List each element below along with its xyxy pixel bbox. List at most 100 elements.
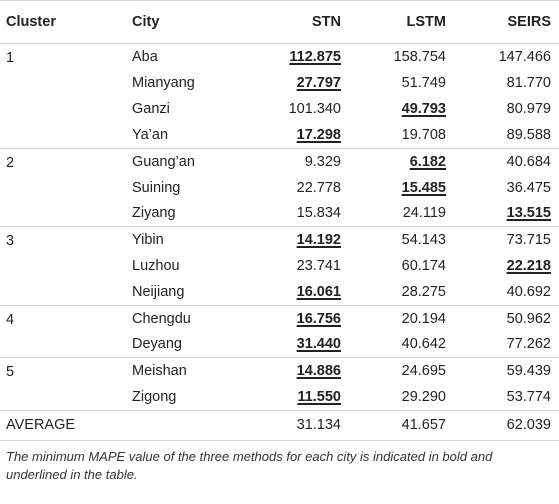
average-label: AVERAGE — [6, 417, 76, 434]
cluster-cell: 1 — [0, 43, 122, 149]
cluster-cell: 3 — [0, 226, 122, 306]
city-cell: Aba — [122, 42, 226, 70]
stn-value: 101.340 — [288, 100, 341, 117]
stn-cell: 9.329 — [226, 147, 349, 175]
table-row: 4 Chengdu 16.756 20.194 50.962 — [0, 304, 559, 358]
table-header: Cluster City STN LSTM SEIRS — [0, 0, 559, 44]
stn-value: 14.886 — [296, 363, 341, 380]
seirs-cell: 50.962 — [454, 304, 559, 332]
lstm-value: 29.290 — [401, 388, 446, 405]
stn-value: 16.061 — [296, 284, 341, 301]
stn-value: 14.192 — [296, 232, 341, 249]
seirs-cell: 73.715 — [454, 226, 559, 253]
table-row: Neijiang 16.061 28.275 40.692 — [0, 279, 559, 305]
lstm-value: 24.119 — [402, 205, 446, 222]
seirs-value: 80.979 — [506, 100, 551, 117]
seirs-value: 50.962 — [506, 310, 551, 327]
seirs-value: 40.692 — [506, 284, 551, 301]
stn-cell: 15.834 — [226, 201, 349, 227]
average-row: AVERAGE 31.134 41.657 62.039 — [0, 410, 559, 441]
table-row: Ziyang 15.834 24.119 13.515 — [0, 201, 559, 227]
header-city: City — [132, 14, 160, 30]
lstm-cell: 60.174 — [349, 253, 454, 279]
stn-cell: 112.875 — [226, 42, 349, 70]
seirs-cell: 40.692 — [454, 279, 559, 305]
table-row: Ganzi 101.340 49.793 80.979 — [0, 96, 559, 122]
stn-value: 22.778 — [296, 179, 341, 196]
table-row: Zigong 11.550 29.290 53.774 — [0, 384, 559, 410]
header-row: Cluster City STN LSTM SEIRS — [0, 0, 559, 44]
table-row: Deyang 31.440 40.642 77.262 — [0, 332, 559, 358]
city-cell: Meishan — [122, 357, 226, 384]
lstm-value: 24.695 — [401, 363, 446, 380]
table-row: Luzhou 23.741 60.174 22.218 — [0, 253, 559, 279]
lstm-cell: 20.194 — [349, 304, 454, 332]
table-row: 3 Yibin 14.192 54.143 73.715 — [0, 226, 559, 306]
average-lstm: 41.657 — [401, 417, 446, 434]
mape-table: Cluster City STN LSTM SEIRS 1 Aba 112.875 1… — [0, 0, 559, 441]
seirs-value: 13.515 — [506, 205, 551, 222]
stn-value: 31.440 — [296, 336, 341, 353]
seirs-cell: 81.770 — [454, 70, 559, 96]
stn-cell: 14.886 — [226, 357, 349, 384]
header-lstm: LSTM — [406, 14, 446, 30]
city-cell: Guang’an — [122, 147, 226, 175]
table-row: 1 Aba 112.875 158.754 147.466 — [0, 42, 559, 149]
city-cell: Luzhou — [132, 258, 180, 275]
city-cell: Ya’an — [132, 126, 169, 143]
table-row: 2 Guang’an 9.329 6.182 40.684 — [0, 147, 559, 227]
stn-value: 11.550 — [297, 388, 341, 405]
seirs-cell: 22.218 — [454, 253, 559, 279]
lstm-value: 6.182 — [409, 153, 446, 170]
lstm-cell: 158.754 — [349, 42, 454, 70]
cluster-cell: 4 — [0, 304, 122, 358]
lstm-value: 60.174 — [401, 258, 446, 275]
seirs-value: 73.715 — [506, 232, 551, 249]
city-cell: Suining — [132, 179, 181, 196]
seirs-value: 40.684 — [506, 153, 551, 170]
lstm-cell: 24.119 — [349, 201, 454, 227]
lstm-cell: 28.275 — [349, 279, 454, 305]
lstm-value: 40.642 — [401, 336, 446, 353]
seirs-cell: 89.588 — [454, 122, 559, 148]
city-cell: Ziyang — [132, 205, 176, 222]
city-cell: Chengdu — [122, 304, 226, 332]
lstm-cell: 15.485 — [349, 174, 454, 200]
header-stn: STN — [312, 14, 341, 30]
stn-cell: 31.440 — [226, 332, 349, 358]
lstm-cell: 24.695 — [349, 357, 454, 384]
lstm-cell: 19.708 — [349, 122, 454, 148]
header-cluster: Cluster — [6, 14, 56, 30]
city-cell: Ganzi — [132, 100, 170, 117]
stn-value: 23.741 — [296, 258, 341, 275]
stn-cell: 22.778 — [226, 174, 349, 200]
lstm-value: 28.275 — [401, 284, 446, 301]
seirs-value: 53.774 — [506, 388, 551, 405]
city-cell: Mianyang — [132, 74, 195, 91]
table-row: Suining 22.778 15.485 36.475 — [0, 174, 559, 200]
seirs-cell: 13.515 — [454, 201, 559, 227]
city-cell: Deyang — [132, 336, 182, 353]
cluster-cell: 5 — [0, 357, 122, 411]
stn-cell: 11.550 — [226, 384, 349, 410]
lstm-value: 49.793 — [401, 100, 446, 117]
stn-value: 27.797 — [296, 74, 341, 91]
table-row: 5 Meishan 14.886 24.695 59.439 — [0, 357, 559, 411]
seirs-cell: 59.439 — [454, 357, 559, 384]
stn-cell: 16.756 — [226, 304, 349, 332]
table-body: 1 Aba 112.875 158.754 147.466 Mianyang 27.797 5… — [0, 42, 559, 411]
stn-value: 17.298 — [296, 126, 341, 143]
table-footnote: The minimum MAPE value of the three meth… — [6, 448, 493, 482]
stn-value: 112.875 — [289, 48, 341, 65]
seirs-cell: 40.684 — [454, 147, 559, 175]
lstm-cell: 29.290 — [349, 384, 454, 410]
city-cell: Zigong — [132, 388, 177, 405]
mape-table-container: Cluster City STN LSTM SEIRS 1 Aba 112.875 1… — [0, 0, 559, 482]
stn-value: 15.834 — [296, 205, 341, 222]
seirs-value: 59.439 — [506, 363, 551, 380]
lstm-value: 15.485 — [401, 179, 446, 196]
lstm-cell: 54.143 — [349, 226, 454, 253]
lstm-cell: 51.749 — [349, 70, 454, 96]
stn-cell: 101.340 — [226, 96, 349, 122]
seirs-value: 77.262 — [506, 336, 551, 353]
